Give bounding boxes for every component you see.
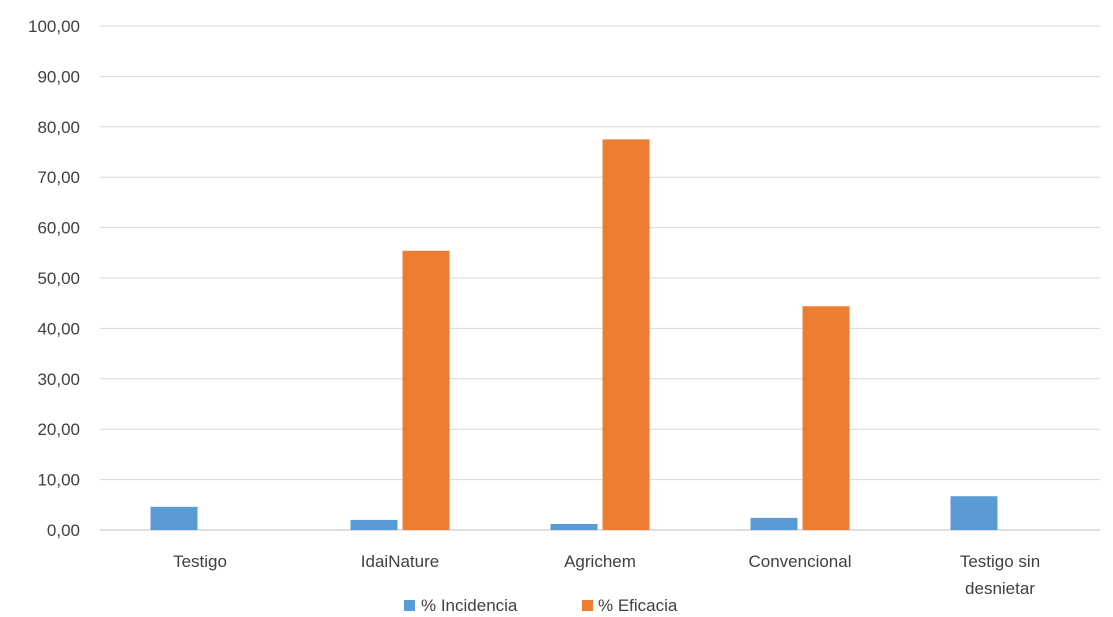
bar-incidencia <box>950 496 998 530</box>
y-tick-label: 30,00 <box>37 370 80 389</box>
bar-eficacia <box>802 306 850 530</box>
x-category-label: Agrichem <box>564 552 636 571</box>
y-tick-label: 70,00 <box>37 168 80 187</box>
gridlines <box>100 25 1100 531</box>
bars <box>150 139 998 530</box>
y-tick-label: 10,00 <box>37 471 80 490</box>
y-tick-label: 60,00 <box>37 219 80 238</box>
y-tick-label: 50,00 <box>37 269 80 288</box>
y-tick-label: 20,00 <box>37 420 80 439</box>
legend-swatch <box>582 600 593 611</box>
legend-label: % Eficacia <box>598 596 678 615</box>
bar-incidencia <box>550 523 598 530</box>
y-tick-label: 80,00 <box>37 118 80 137</box>
legend-swatch <box>404 600 415 611</box>
x-axis-category-labels: Testigo IdaiNature Agrichem Convencional Tes… <box>173 552 1040 598</box>
bar-eficacia <box>402 250 450 530</box>
bar-incidencia <box>150 506 198 530</box>
x-category-label: Testigo <box>173 552 227 571</box>
y-tick-label: 100,00 <box>28 17 80 36</box>
bar-incidencia <box>750 517 798 530</box>
y-axis-tick-labels: 0,00 10,00 20,00 30,00 40,00 50,00 60,00 70,00 8… <box>28 17 80 540</box>
legend-label: % Incidencia <box>421 596 518 615</box>
legend: % Incidencia % Eficacia <box>404 596 678 615</box>
x-category-label: Testigo sin <box>960 552 1040 571</box>
y-tick-label: 40,00 <box>37 319 80 338</box>
bar-incidencia <box>350 519 398 530</box>
x-category-label: desnietar <box>965 579 1035 598</box>
y-tick-label: 90,00 <box>37 67 80 86</box>
x-category-label: IdaiNature <box>361 552 439 571</box>
y-tick-label: 0,00 <box>47 521 80 540</box>
x-category-label: Convencional <box>748 552 851 571</box>
bar-eficacia <box>602 139 650 530</box>
